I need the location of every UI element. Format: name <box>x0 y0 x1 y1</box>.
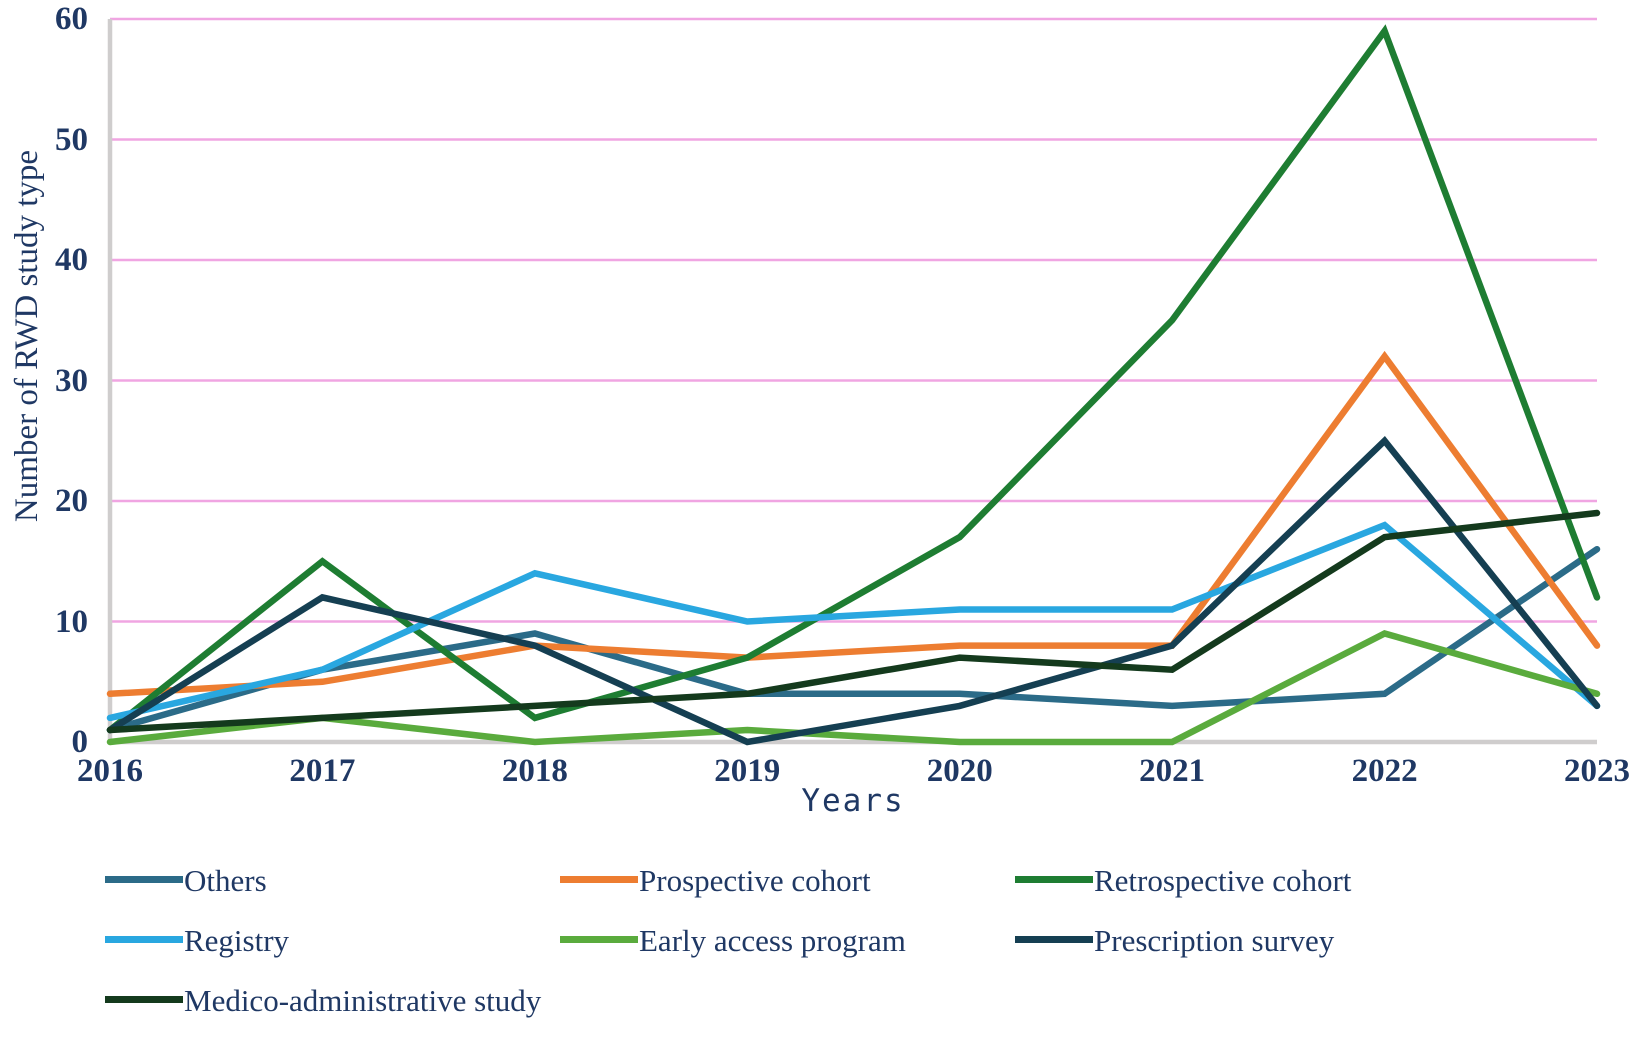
y-tick-label-50: 50 <box>55 121 88 158</box>
legend-label-others: Others <box>184 863 267 898</box>
legend-item-others: Others <box>105 861 267 901</box>
legend-line-swatch-medico-administrative-study <box>105 995 183 1003</box>
series-line-others <box>106 545 1601 734</box>
legend-line-swatch-registry <box>105 935 183 943</box>
legend-label-registry: Registry <box>184 923 290 958</box>
series-line-early-access-program <box>106 630 1601 746</box>
x-tick-label-2016: 2016 <box>77 753 143 789</box>
x-tick-label-2020: 2020 <box>926 753 993 789</box>
legend-line-swatch-prescription-survey <box>1015 935 1093 943</box>
series-line-retrospective-cohort <box>106 24 1601 734</box>
y-tick-label-0: 0 <box>71 724 89 760</box>
legend-label-prescription-survey: Prescription survey <box>1094 923 1335 958</box>
x-axis-title: Years <box>801 783 905 819</box>
legend-label-medico-administrative-study: Medico-administrative study <box>184 983 542 1018</box>
legend-label-prospective-cohort: Prospective cohort <box>639 863 871 898</box>
legend-label-retrospective-cohort: Retrospective cohort <box>1094 863 1352 898</box>
legend-item-retrospective-cohort: Retrospective cohort <box>1015 861 1351 901</box>
legend-line-swatch-early-access-program <box>560 935 638 943</box>
legend-line-swatch-retrospective-cohort <box>1015 875 1093 883</box>
series-line-prospective-cohort <box>106 350 1601 698</box>
x-tick-label-2017: 2017 <box>289 753 356 789</box>
x-tick-label-2023: 2023 <box>1564 753 1629 789</box>
legend-item-medico-administrative-study: Medico-administrative study <box>105 981 541 1021</box>
legend-item-registry: Registry <box>105 921 289 961</box>
legend-line-swatch-prospective-cohort <box>560 875 638 883</box>
y-tick-label-40: 40 <box>55 242 88 278</box>
series-line-medico-administrative-study <box>106 509 1601 734</box>
y-tick-label-20: 20 <box>55 483 88 519</box>
x-tick-label-2018: 2018 <box>501 753 568 789</box>
legend-item-prescription-survey: Prescription survey <box>1015 921 1334 961</box>
legend-item-early-access-program: Early access program <box>560 921 906 961</box>
y-tick-label-10: 10 <box>55 603 88 640</box>
x-tick-label-2022: 2022 <box>1351 753 1418 789</box>
x-tick-label-2021: 2021 <box>1139 753 1206 789</box>
series-line-prescription-survey <box>106 435 1601 746</box>
series-line-registry <box>106 521 1601 722</box>
x-tick-label-2019: 2019 <box>714 753 781 789</box>
y-tick-label-30: 30 <box>55 362 88 399</box>
y-tick-label-60: 60 <box>55 1 88 37</box>
legend-item-prospective-cohort: Prospective cohort <box>560 861 871 901</box>
legend-label-early-access-program: Early access program <box>639 923 906 958</box>
legend-line-swatch-others <box>105 875 183 883</box>
